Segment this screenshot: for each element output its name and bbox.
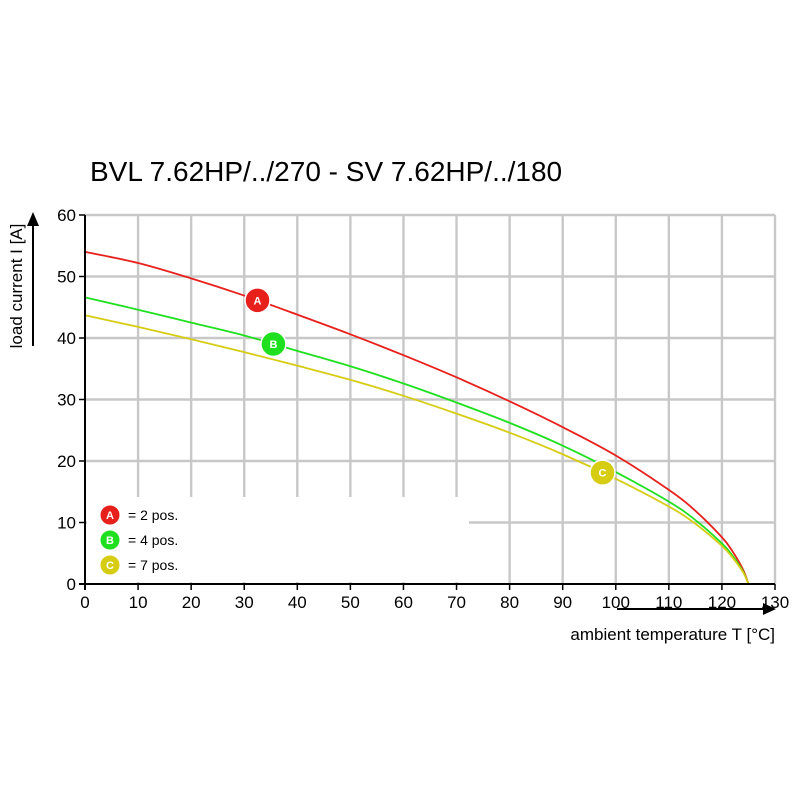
svg-text:A: A [106, 510, 114, 522]
legend-swatch-b [99, 529, 121, 551]
x-tick-label-60: 60 [394, 593, 413, 612]
legend-background [87, 497, 469, 582]
x-axis-label: ambient temperature T [°C] [570, 625, 775, 644]
series-line-c [84, 314, 750, 585]
svg-text:B: B [269, 339, 277, 351]
series-line-a [84, 251, 750, 585]
y-direction-arrow-head [27, 212, 39, 226]
x-tick-label-10: 10 [129, 593, 148, 612]
x-tick-label-20: 20 [182, 593, 201, 612]
svg-text:C: C [106, 560, 114, 572]
y-tick-label-10: 10 [57, 514, 76, 533]
x-tick-label-50: 50 [341, 593, 360, 612]
x-tick-label-40: 40 [288, 593, 307, 612]
legend: A = 2 pos. B = 4 pos. C = 7 pos. [99, 504, 178, 576]
y-tick-label-0: 0 [67, 575, 76, 594]
legend-swatch-a [99, 504, 121, 526]
x-tick-label-100: 100 [602, 593, 630, 612]
x-tick-label-0: 0 [80, 593, 89, 612]
y-tick-label-50: 50 [57, 268, 76, 287]
legend-item-a: A = 2 pos. [99, 504, 178, 526]
legend-item-b: B = 4 pos. [99, 529, 178, 551]
series-markers: A B C [244, 287, 616, 486]
y-tick-label-40: 40 [57, 329, 76, 348]
x-tick-label-90: 90 [553, 593, 572, 612]
y-tick-label-30: 30 [57, 391, 76, 410]
axis-arrows [27, 212, 776, 615]
x-tick-label-80: 80 [500, 593, 519, 612]
series-lines [84, 251, 750, 585]
chart-title: BVL 7.62HP/../270 - SV 7.62HP/../180 [90, 156, 563, 187]
legend-label-c: = 7 pos. [128, 557, 178, 573]
x-tick-label-120: 120 [708, 593, 736, 612]
x-tick-label-70: 70 [447, 593, 466, 612]
axes [79, 214, 776, 590]
legend-swatch-c [99, 554, 121, 576]
x-tick-label-110: 110 [655, 593, 682, 612]
x-tick-label-30: 30 [235, 593, 254, 612]
series-marker-a: A [244, 287, 271, 314]
svg-text:A: A [254, 295, 262, 307]
y-axis-label: load current I [A] [7, 224, 26, 349]
legend-item-c: C = 7 pos. [99, 554, 178, 576]
y-tick-label-20: 20 [57, 452, 76, 471]
series-marker-c: C [589, 459, 616, 486]
svg-text:B: B [106, 535, 114, 547]
y-tick-label-60: 60 [57, 206, 76, 225]
series-line-b [84, 296, 750, 585]
svg-text:C: C [599, 468, 607, 480]
series-marker-b: B [260, 330, 287, 358]
legend-label-a: = 2 pos. [128, 507, 178, 523]
x-direction-arrow-head [763, 603, 776, 615]
legend-label-b: = 4 pos. [128, 532, 178, 548]
